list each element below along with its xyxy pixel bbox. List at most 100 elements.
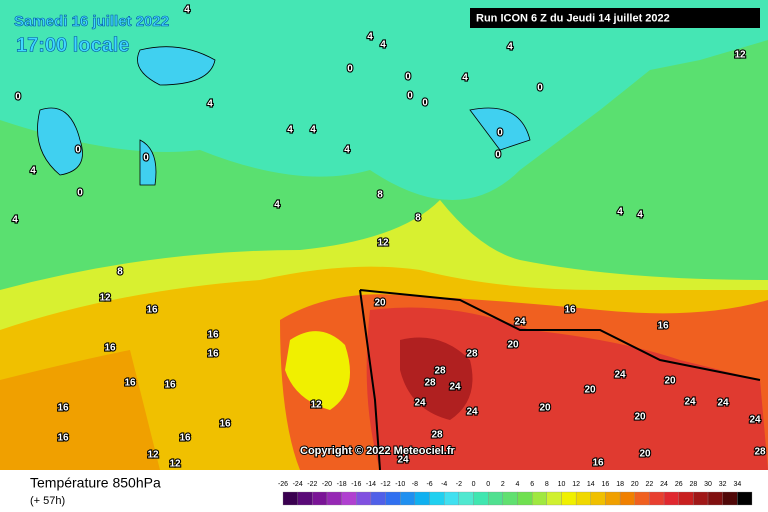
contour-label: 20: [507, 340, 519, 351]
contour-label: 16: [179, 433, 191, 444]
colorbar-label: -20: [322, 481, 332, 488]
color-swatch: [370, 491, 386, 506]
contour-label: 16: [219, 419, 231, 430]
color-swatch: [429, 491, 445, 506]
colorbar-label: -22: [307, 481, 317, 488]
legend-title: Température 850hPa: [30, 475, 161, 491]
contour-label: 12: [310, 400, 322, 411]
contour-label: 8: [117, 267, 123, 278]
colorbar-label: -14: [366, 481, 376, 488]
colorbar-label: 32: [719, 481, 727, 488]
color-swatch: [400, 491, 416, 506]
contour-label: 20: [639, 449, 651, 460]
colorbar-label: -12: [381, 481, 391, 488]
colorbar-label: 0: [472, 481, 476, 488]
contour-label: 4: [310, 125, 316, 136]
hot-core: [400, 337, 473, 420]
contour-label: 8: [377, 190, 383, 201]
contour-label: 16: [104, 343, 116, 354]
orange-zone-west: [0, 350, 160, 470]
color-swatch: [532, 491, 547, 506]
color-swatch: [619, 491, 635, 506]
contour-label: 0: [495, 150, 501, 161]
colorbar-label: 6: [530, 481, 534, 488]
colorbar-label: 16: [602, 481, 610, 488]
colorbar-label: -16: [351, 481, 361, 488]
contour-label: 0: [77, 188, 83, 199]
color-swatch: [663, 491, 679, 506]
colorbar-label: -6: [426, 481, 432, 488]
contour-label: 16: [657, 321, 669, 332]
contour-label: 24: [749, 415, 761, 426]
colorbar-label: -10: [395, 481, 405, 488]
color-swatch: [575, 491, 591, 506]
contour-label: 28: [754, 447, 766, 458]
contour-label: 4: [184, 5, 190, 16]
colorbar-label: 0: [486, 481, 490, 488]
color-swatch: [649, 491, 665, 506]
contour-label: 24: [414, 398, 426, 409]
color-swatch: [414, 491, 430, 506]
colorbar-label: 20: [631, 481, 639, 488]
color-swatch: [341, 491, 357, 506]
colorbar-label: 18: [616, 481, 624, 488]
contour-label: 28: [431, 430, 443, 441]
colorbar-label: -26: [278, 481, 288, 488]
contour-label: 24: [514, 317, 526, 328]
color-swatch: [385, 491, 401, 506]
contour-label: 24: [466, 407, 478, 418]
color-swatch: [312, 491, 328, 506]
color-swatch: [473, 491, 489, 506]
contour-label: 20: [539, 403, 551, 414]
run-text: Run ICON 6 Z du Jeudi 14 juillet 2022: [476, 12, 670, 24]
colorbar-label: 22: [646, 481, 654, 488]
contour-label: 4: [507, 42, 513, 53]
color-swatch: [488, 491, 503, 506]
colorbar-label: 2: [501, 481, 505, 488]
contour-label: 12: [734, 50, 746, 61]
contour-label: 4: [344, 145, 350, 156]
date-text: Samedi 16 juillet 2022: [14, 13, 169, 30]
run-box: [470, 8, 760, 28]
colorbar: -26 -24 -22 -20 -18 -16 -14 -12 -10 -8 -6 -4 -2 0 0 2 4 6…: [278, 481, 753, 506]
color-swatch: [546, 491, 562, 506]
red-zone: [366, 307, 768, 470]
contour-label: 24: [397, 455, 409, 466]
color-swatch: [605, 491, 621, 506]
contour-label: 24: [449, 382, 461, 393]
contour-label: 4: [12, 215, 18, 226]
contour-label: 8: [415, 213, 421, 224]
contour-label: 12: [99, 293, 111, 304]
contour-label: 20: [664, 376, 676, 387]
contour-label: 4: [274, 200, 280, 211]
time-text: 17:00 locale: [16, 34, 129, 56]
color-swatch: [326, 491, 342, 506]
contour-label: 12: [169, 459, 181, 470]
colorbar-label: 8: [545, 481, 549, 488]
colorbar-label: -8: [412, 481, 418, 488]
contour-label: 16: [57, 403, 69, 414]
contour-label: 0: [143, 153, 149, 164]
lake-outline: [37, 46, 531, 186]
contour-label: 24: [614, 370, 626, 381]
contour-label: 4: [462, 73, 468, 84]
contour-label: 0: [405, 72, 411, 83]
color-swatch: [502, 491, 518, 506]
contour-label: 24: [717, 398, 729, 409]
contour-label: 12: [377, 238, 389, 249]
contour-label: 28: [466, 349, 478, 360]
contour-label: 28: [424, 378, 436, 389]
contour-label: 12: [147, 450, 159, 461]
color-swatch: [561, 491, 577, 506]
contour-label: 16: [164, 380, 176, 391]
contour-label: 16: [57, 433, 69, 444]
contour-label: 4: [380, 40, 386, 51]
colorbar-label: -2: [456, 481, 462, 488]
color-swatch: [722, 491, 738, 506]
contour-label: 20: [634, 412, 646, 423]
contour-label: 4: [207, 99, 213, 110]
color-swatch: [458, 491, 474, 506]
colorbar-label: 28: [689, 481, 697, 488]
